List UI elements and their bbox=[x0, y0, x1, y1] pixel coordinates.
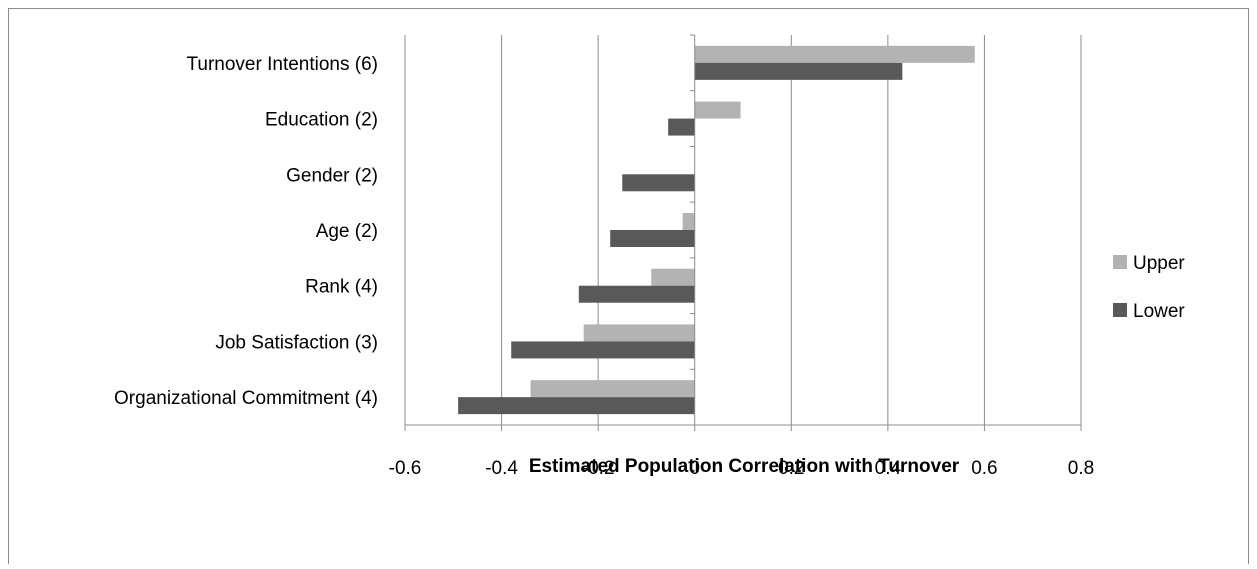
x-tick-label: 0 bbox=[689, 458, 700, 479]
bar-upper-4 bbox=[682, 213, 695, 230]
bar-lower-4 bbox=[610, 230, 695, 247]
bar-layer bbox=[458, 45, 975, 415]
legend-swatch-upper bbox=[1113, 255, 1127, 269]
x-axis-title: Estimated Population Correlation with Tu… bbox=[529, 456, 960, 477]
legend-label-upper: Upper bbox=[1133, 253, 1185, 274]
bar-lower-6 bbox=[511, 341, 695, 359]
category-label: Education (2) bbox=[265, 110, 378, 131]
bar-upper-1 bbox=[694, 45, 975, 63]
category-label: Age (2) bbox=[316, 221, 378, 242]
x-tick-label: 0.8 bbox=[1068, 458, 1094, 479]
x-tick-label: -0.4 bbox=[485, 458, 518, 479]
x-tick-label: 0.6 bbox=[971, 458, 997, 479]
category-label: Organizational Commitment (4) bbox=[114, 388, 378, 409]
legend-label-lower: Lower bbox=[1133, 301, 1185, 322]
category-label: Job Satisfaction (3) bbox=[215, 332, 378, 353]
bar-upper-5 bbox=[651, 268, 695, 286]
bar-lower-1 bbox=[694, 62, 903, 80]
bar-lower-7 bbox=[458, 397, 695, 415]
x-tick-label: -0.6 bbox=[389, 458, 422, 479]
bar-upper-2 bbox=[694, 101, 741, 119]
bar-lower-2 bbox=[668, 118, 695, 136]
axis-layer bbox=[404, 34, 1082, 431]
legend-swatch-lower bbox=[1113, 303, 1127, 317]
bar-upper-7 bbox=[530, 380, 695, 398]
label-layer: -0.6 -0.4 -0.2 0 0.2 0.4 0.6 0.8 Turnover Intent… bbox=[114, 54, 1094, 479]
category-label: Gender (2) bbox=[286, 165, 378, 186]
x-tick-label: -0.2 bbox=[582, 458, 615, 479]
x-tick-label: 0.4 bbox=[875, 458, 902, 479]
category-label: Rank (4) bbox=[305, 277, 378, 298]
x-tick-label: 0.2 bbox=[778, 458, 804, 479]
bar-lower-3 bbox=[622, 174, 695, 192]
bar-lower-5 bbox=[578, 285, 695, 303]
grid-layer bbox=[404, 35, 1082, 425]
bar-upper-6 bbox=[583, 324, 695, 342]
legend: Upper Lower bbox=[1113, 253, 1185, 322]
category-label: Turnover Intentions (6) bbox=[187, 54, 379, 75]
